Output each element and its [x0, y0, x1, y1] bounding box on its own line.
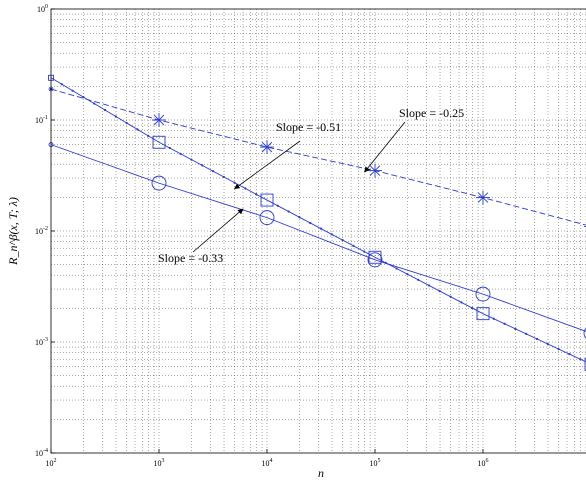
series-line-dot: [319, 227, 323, 230]
series-line-dot: [222, 175, 225, 179]
data-point: [368, 250, 382, 264]
y-axis-label: R_n^β(x, T; λ): [6, 197, 20, 266]
series-line-dot: [190, 158, 193, 161]
series-line-dot: [330, 233, 333, 236]
series-line-dot: [406, 273, 409, 276]
series-line-dot: [276, 204, 279, 207]
series-line-dot: [201, 164, 204, 167]
annotation: Slope = -0.33: [158, 208, 244, 265]
series-line-dot: [147, 134, 150, 137]
data-point: [260, 193, 274, 207]
data-point: [152, 113, 166, 127]
data-point: [584, 357, 586, 371]
annotation: Slope = -0.51: [234, 120, 341, 190]
annotation-text: Slope = -0.51: [276, 120, 341, 134]
x-tick-label: 104: [262, 458, 273, 468]
data-point: [368, 163, 382, 178]
series-line-dot: [168, 146, 171, 150]
series-line-dot: [114, 115, 117, 118]
data-point: [151, 175, 167, 191]
x-tick-label: 106: [478, 458, 489, 468]
x-axis-label: n: [318, 466, 324, 480]
series-line-dot: [449, 295, 452, 298]
series-line-dot: [568, 353, 571, 356]
series-line-dot: [546, 342, 549, 346]
series-line-dot: [427, 284, 431, 287]
x-tick-label: 103: [154, 458, 165, 468]
y-tick-label: 10-1: [35, 115, 48, 125]
series-line-dot: [395, 267, 398, 270]
annotation-arrow: [364, 121, 406, 173]
series-line-dot: [579, 358, 582, 361]
series-line-dot: [125, 121, 128, 125]
annotation-arrow: [234, 140, 301, 190]
series-line-dot: [535, 337, 539, 341]
series-line-dot: [471, 306, 474, 310]
series-line-dot: [298, 216, 301, 219]
series-line-dot: [255, 193, 258, 196]
series-line-dot: [460, 301, 463, 304]
data-point: [259, 210, 275, 226]
data-point: [583, 327, 586, 339]
series-line-dot: [179, 152, 182, 155]
series-line-dot: [525, 332, 528, 336]
series-line: [50, 88, 586, 226]
data-point: [476, 307, 490, 321]
series-line-dot: [60, 83, 63, 86]
y-axis-label-text: R_n^β(x, T; λ): [6, 197, 20, 266]
series-line-dot: [417, 278, 420, 281]
series-line-dot: [341, 238, 344, 242]
series-line-dot: [438, 290, 441, 293]
series-1: [48, 142, 586, 339]
x-tick-label: 105: [370, 458, 381, 468]
series-line-dot: [287, 210, 290, 213]
series-3: [48, 86, 586, 232]
annotation-arrow: [192, 208, 244, 253]
grid: [51, 9, 586, 453]
series-line-dot: [557, 347, 560, 351]
annotation-text: Slope = -0.25: [399, 106, 464, 120]
y-tick-label: 10-3: [35, 337, 48, 347]
series-line-dot: [309, 221, 312, 225]
annotation-text: Slope = -0.33: [158, 251, 223, 265]
x-tick-label: 102: [46, 458, 57, 468]
y-tick-label: 100: [37, 4, 48, 14]
series-line-dot: [93, 102, 96, 105]
data-point: [475, 286, 491, 302]
data-point: [260, 140, 274, 155]
series-line-dot: [492, 317, 495, 320]
series-line: [50, 144, 586, 332]
data-point: [152, 135, 166, 149]
series-line-dot: [233, 181, 236, 184]
annotation-layer: Slope = -0.51 Slope = -0.25 Slope = -0.33: [158, 106, 464, 265]
series-line-dot: [514, 327, 517, 330]
annotation: Slope = -0.25: [364, 106, 464, 173]
series-line-dot: [503, 322, 506, 325]
data-point: [476, 190, 490, 205]
series-line-dot: [363, 250, 366, 253]
series-line-dot: [211, 170, 215, 173]
series-line-dot: [384, 261, 387, 265]
series-line-dot: [71, 89, 74, 92]
y-tick-label: 10-4: [35, 448, 48, 458]
series-line-dot: [352, 244, 355, 247]
series-line-dot: [82, 96, 85, 99]
series-line-dot: [103, 108, 107, 112]
series-line-dot: [136, 128, 139, 131]
series-line-dot: [244, 187, 247, 190]
data-point: [367, 252, 383, 268]
y-tick-label: 10-2: [35, 226, 48, 236]
